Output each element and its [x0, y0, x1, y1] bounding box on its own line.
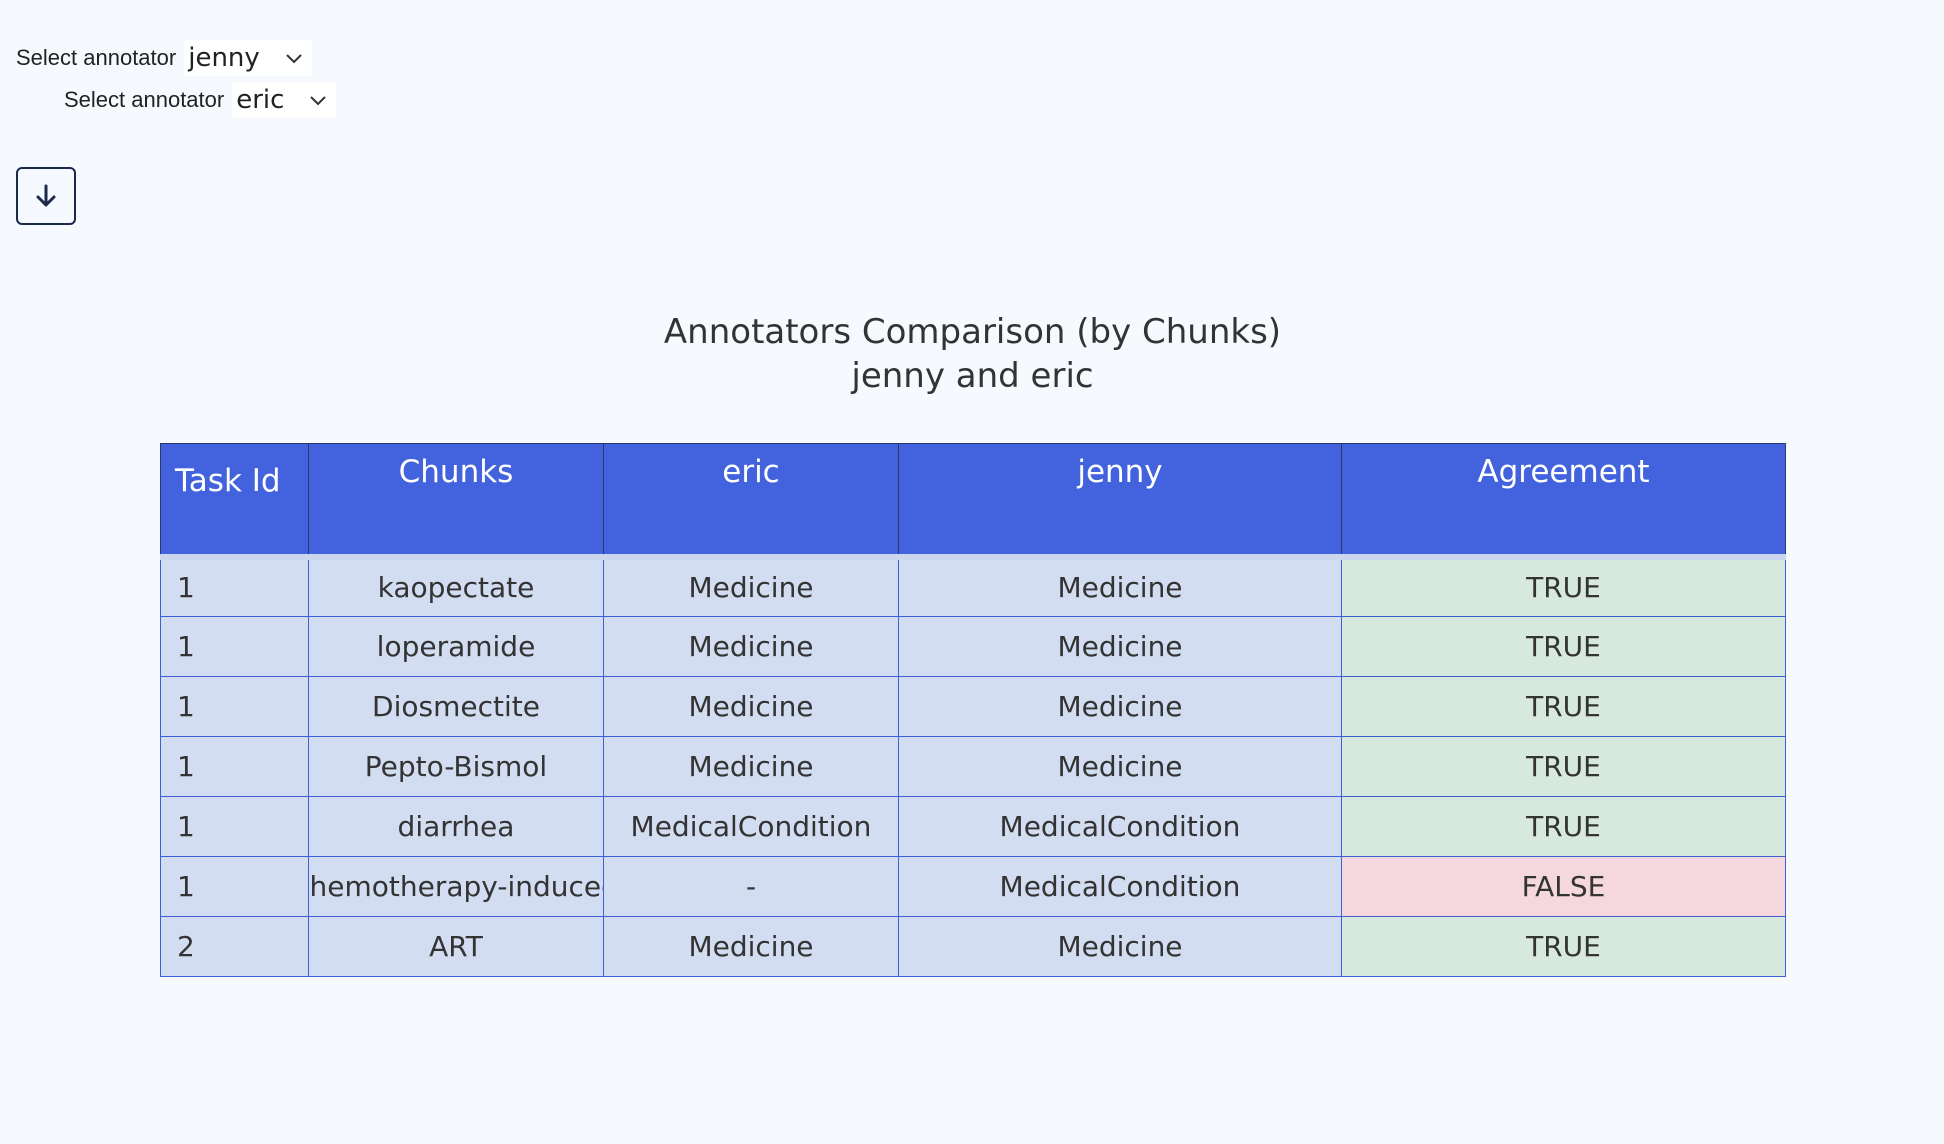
cell-task-id: 1 [160, 553, 309, 617]
annotator-dropdown-2[interactable]: eric [232, 82, 337, 118]
cell-agreement: FALSE [1341, 856, 1786, 917]
table-row: 1 kaopectate Medicine Medicine TRUE [160, 553, 1786, 617]
annotator-dropdown-value: eric [236, 85, 285, 115]
annotator-selector-1: Select annotator jenny [16, 40, 312, 76]
cell-jenny: Medicine [898, 676, 1342, 737]
cell-task-id: 1 [160, 796, 309, 857]
cell-chunk: ART [308, 916, 604, 977]
annotator-selector-label: Select annotator [16, 45, 177, 70]
chevron-down-icon [310, 96, 327, 106]
chart-subtitle: jenny and eric [851, 356, 1094, 396]
cell-task-id: 2 [160, 916, 309, 977]
table-row: 2 ART Medicine Medicine TRUE [160, 916, 1786, 977]
cell-eric: Medicine [603, 916, 899, 977]
chevron-down-icon [286, 54, 302, 64]
cell-chunk: chemotherapy-induced [308, 856, 604, 917]
table-row: 1 diarrhea MedicalCondition MedicalCondi… [160, 796, 1786, 857]
header-task-id: Task Id [160, 443, 309, 557]
cell-task-id: 1 [160, 856, 309, 917]
header-jenny: jenny [898, 443, 1342, 557]
cell-eric: Medicine [603, 676, 899, 737]
cell-jenny: Medicine [898, 553, 1342, 617]
annotator-selector-2: Select annotator eric [64, 82, 337, 118]
cell-jenny: MedicalCondition [898, 856, 1342, 917]
chart-title: Annotators Comparison (by Chunks) [663, 312, 1282, 352]
table-row: 1 chemotherapy-induced - MedicalConditio… [160, 856, 1786, 917]
cell-eric: MedicalCondition [603, 796, 899, 857]
annotator-selector-label: Select annotator [64, 87, 225, 112]
cell-chunk: kaopectate [308, 553, 604, 617]
cell-task-id: 1 [160, 616, 309, 677]
cell-agreement: TRUE [1341, 616, 1786, 677]
comparison-table: Task Id Chunks eric jenny Agreement 1 ka… [160, 443, 1786, 977]
cell-jenny: Medicine [898, 916, 1342, 977]
cell-chunk: diarrhea [308, 796, 604, 857]
cell-agreement: TRUE [1341, 736, 1786, 797]
table-row: 1 Pepto-Bismol Medicine Medicine TRUE [160, 736, 1786, 797]
table-row: 1 Diosmectite Medicine Medicine TRUE [160, 676, 1786, 737]
header-eric: eric [603, 443, 899, 557]
cell-eric: - [603, 856, 899, 917]
table-row: 1 loperamide Medicine Medicine TRUE [160, 616, 1786, 677]
cell-eric: Medicine [603, 553, 899, 617]
cell-jenny: Medicine [898, 736, 1342, 797]
header-agreement: Agreement [1341, 443, 1786, 557]
cell-task-id: 1 [160, 736, 309, 797]
arrow-down-icon [36, 184, 56, 207]
download-button[interactable] [16, 167, 76, 225]
cell-chunk-text: chemotherapy-induced [309, 870, 604, 903]
cell-agreement: TRUE [1341, 916, 1786, 977]
table-header-row: Task Id Chunks eric jenny Agreement [160, 443, 1786, 557]
cell-agreement: TRUE [1341, 796, 1786, 857]
cell-eric: Medicine [603, 736, 899, 797]
cell-task-id: 1 [160, 676, 309, 737]
cell-chunk: Diosmectite [308, 676, 604, 737]
annotator-dropdown-value: jenny [188, 43, 260, 73]
header-chunks: Chunks [308, 443, 604, 557]
annotator-dropdown-1[interactable]: jenny [184, 40, 312, 76]
cell-jenny: Medicine [898, 616, 1342, 677]
cell-jenny: MedicalCondition [898, 796, 1342, 857]
cell-eric: Medicine [603, 616, 899, 677]
cell-chunk: loperamide [308, 616, 604, 677]
cell-agreement: TRUE [1341, 676, 1786, 737]
cell-agreement: TRUE [1341, 553, 1786, 617]
cell-chunk: Pepto-Bismol [308, 736, 604, 797]
